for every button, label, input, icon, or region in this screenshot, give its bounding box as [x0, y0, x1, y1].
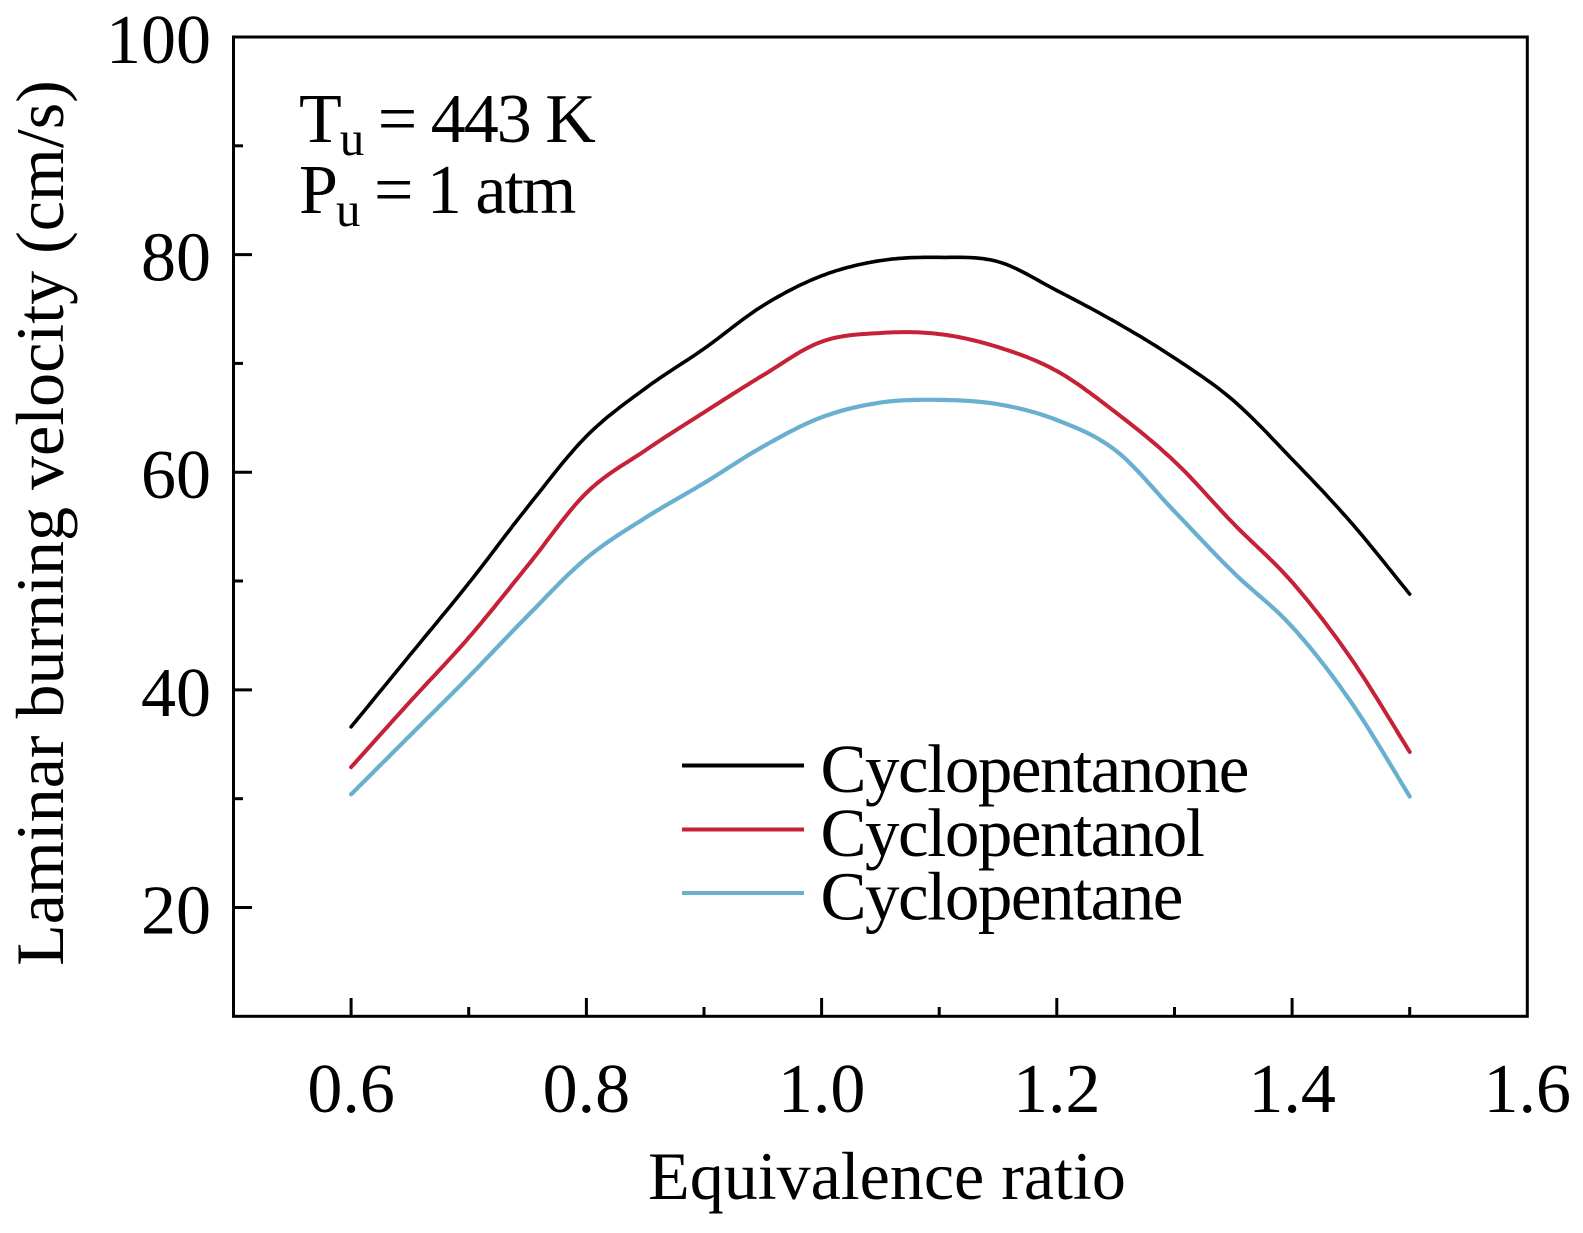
svg-text:100: 100: [106, 2, 211, 79]
svg-text:1.0: 1.0: [778, 1051, 866, 1128]
svg-text:1.6: 1.6: [1484, 1051, 1572, 1128]
svg-text:1.2: 1.2: [1013, 1051, 1101, 1128]
svg-text:1.4: 1.4: [1248, 1051, 1336, 1128]
svg-text:20: 20: [141, 873, 211, 950]
svg-text:Tu = 443 K: Tu = 443 K: [299, 81, 595, 166]
svg-text:Cyclopentane: Cyclopentane: [821, 859, 1182, 935]
svg-text:Equivalence ratio: Equivalence ratio: [648, 1138, 1126, 1214]
svg-text:80: 80: [141, 220, 211, 297]
svg-text:0.6: 0.6: [307, 1051, 395, 1128]
svg-text:0.8: 0.8: [543, 1051, 631, 1128]
svg-text:Laminar burning velocity (cm/s: Laminar burning velocity (cm/s): [2, 80, 78, 966]
svg-text:40: 40: [141, 655, 211, 732]
svg-text:Cyclopentanol: Cyclopentanol: [821, 795, 1204, 871]
svg-text:Cyclopentanone: Cyclopentanone: [821, 731, 1248, 807]
svg-text:60: 60: [141, 437, 211, 514]
